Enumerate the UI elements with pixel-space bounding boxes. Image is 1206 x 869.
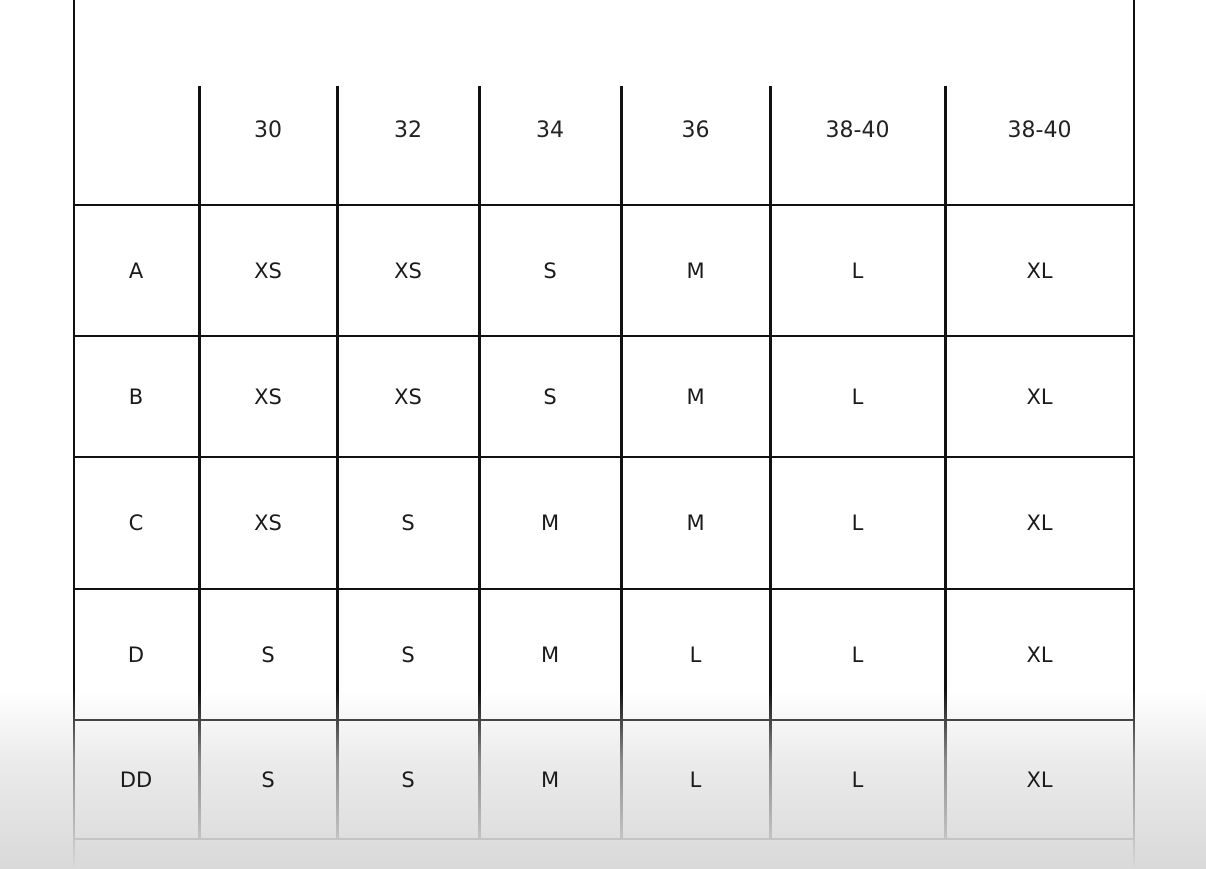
size-cell: L xyxy=(689,767,702,792)
size-cell: XL xyxy=(1026,258,1053,283)
table-border-right xyxy=(1133,0,1135,869)
row-divider xyxy=(73,204,1135,206)
size-cell: S xyxy=(401,767,415,792)
size-cell: L xyxy=(851,767,864,792)
size-cell: M xyxy=(686,384,705,409)
column-header: 38-40 xyxy=(825,118,890,143)
column-divider xyxy=(336,86,339,839)
size-cell: XL xyxy=(1026,384,1053,409)
size-cell: S xyxy=(543,384,557,409)
size-cell: M xyxy=(686,511,705,535)
row-divider xyxy=(73,335,1135,337)
size-cell: L xyxy=(851,258,864,283)
size-cell: L xyxy=(851,642,864,667)
column-divider xyxy=(198,86,201,839)
size-cell: XS xyxy=(254,511,282,535)
column-divider xyxy=(769,86,772,839)
row-header-cup: B xyxy=(128,384,144,409)
size-cell: M xyxy=(540,511,560,535)
size-cell: S xyxy=(261,767,275,792)
size-cell: XS xyxy=(394,384,422,409)
column-header: 30 xyxy=(254,118,282,143)
size-cell: M xyxy=(540,642,560,667)
size-cell: XS xyxy=(254,384,282,409)
size-cell: M xyxy=(540,767,560,792)
size-cell: XL xyxy=(1026,767,1053,792)
size-cell: M xyxy=(686,258,705,283)
column-divider xyxy=(620,86,623,839)
column-header: 36 xyxy=(681,118,710,143)
size-cell: L xyxy=(689,642,702,667)
size-cell: XS xyxy=(254,258,282,283)
column-header: 38-40 xyxy=(1007,118,1072,143)
size-cell: S xyxy=(261,642,275,667)
size-cell: L xyxy=(851,384,864,409)
row-header-cup: C xyxy=(128,511,144,535)
row-header-cup: DD xyxy=(119,767,153,792)
size-cell: S xyxy=(401,511,415,535)
column-divider xyxy=(944,86,947,839)
size-cell: L xyxy=(851,511,864,535)
size-cell: XS xyxy=(394,258,422,283)
column-header: 32 xyxy=(394,118,422,143)
row-divider xyxy=(73,456,1135,458)
column-header: 34 xyxy=(536,118,564,143)
table-border-left xyxy=(73,0,75,869)
column-header xyxy=(73,86,199,175)
size-cell: XL xyxy=(1026,511,1053,535)
row-header-cup: D xyxy=(127,642,145,667)
row-divider xyxy=(73,588,1135,590)
size-cell: S xyxy=(543,258,557,283)
size-cell: S xyxy=(401,642,415,667)
column-divider xyxy=(478,86,481,839)
row-header-cup: A xyxy=(128,258,144,283)
size-cell: XL xyxy=(1026,642,1053,667)
